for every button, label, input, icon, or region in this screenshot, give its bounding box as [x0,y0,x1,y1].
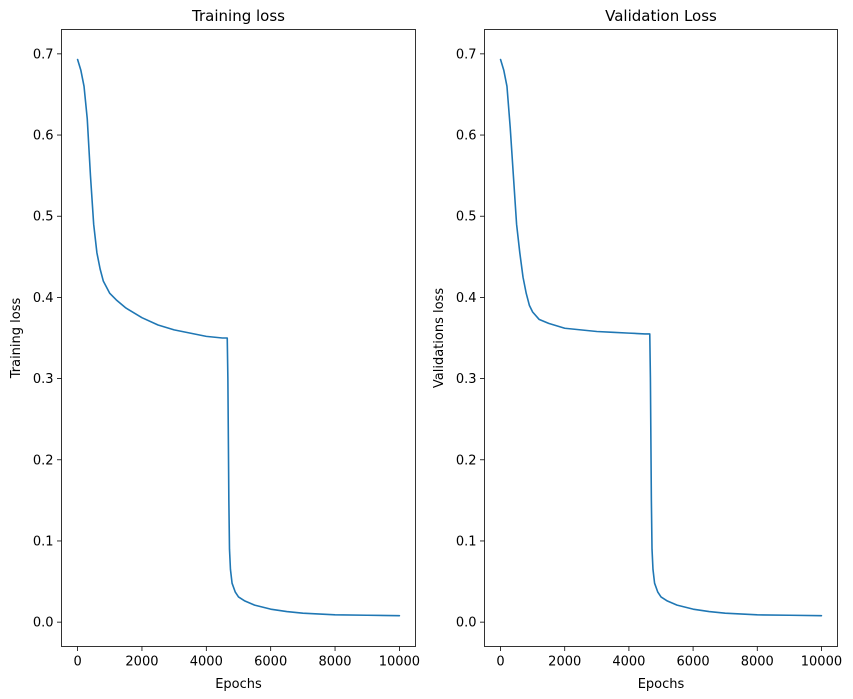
training-y-tick-label: 0.3 [33,372,54,387]
training-x-axis-label: Epochs [215,677,262,692]
validation-axes-frame [484,29,838,647]
training-loss-line [76,58,401,617]
validation-plot-area [499,58,823,617]
validation-x-tick-label: 4000 [612,655,645,670]
validation-x-tick-label: 10000 [801,655,842,670]
training-loss-chart: Training loss Epochs Training loss 0 2000… [9,7,420,692]
training-y-tick-label: 0.0 [33,616,54,631]
training-y-tick-label: 0.4 [33,291,54,306]
training-x-ticks: 0 2000 4000 6000 8000 10000 [73,646,420,670]
training-x-tick-label: 0 [73,655,81,670]
validation-y-tick-label: 0.3 [456,372,477,387]
training-x-tick-label: 4000 [190,655,223,670]
training-axes-frame [61,29,416,647]
training-y-axis-label: Training loss [9,298,24,380]
validation-y-axis-label: Validations loss [432,288,447,388]
validation-x-tick-label: 0 [496,655,504,670]
training-y-ticks: 0.0 0.1 0.2 0.3 0.4 0.5 0.6 0.7 [33,47,62,631]
validation-y-ticks: 0.0 0.1 0.2 0.3 0.4 0.5 0.6 0.7 [456,47,485,631]
validation-y-tick-label: 0.7 [456,47,477,62]
validation-y-tick-label: 0.4 [456,291,477,306]
validation-loss-line [499,58,823,617]
training-x-tick-label: 10000 [379,655,420,670]
validation-y-tick-label: 0.2 [456,453,477,468]
validation-x-axis-label: Epochs [638,677,685,692]
training-x-tick-label: 2000 [125,655,158,670]
training-x-tick-label: 8000 [318,655,351,670]
training-plot-area [76,58,401,617]
training-y-tick-label: 0.2 [33,453,54,468]
validation-x-ticks: 0 2000 4000 6000 8000 10000 [496,646,842,670]
training-y-tick-label: 0.1 [33,534,54,549]
training-x-tick-label: 6000 [254,655,287,670]
validation-y-tick-label: 0.5 [456,210,477,225]
validation-x-tick-label: 2000 [548,655,581,670]
training-y-tick-label: 0.6 [33,129,54,144]
validation-chart-title: Validation Loss [605,7,717,25]
validation-x-tick-label: 8000 [741,655,774,670]
validation-loss-chart: Validation Loss Epochs Validations loss … [432,7,842,692]
training-chart-title: Training loss [191,7,285,25]
training-y-tick-label: 0.5 [33,210,54,225]
validation-x-tick-label: 6000 [677,655,710,670]
training-y-tick-label: 0.7 [33,47,54,62]
validation-y-tick-label: 0.6 [456,129,477,144]
validation-y-tick-label: 0.1 [456,534,477,549]
validation-y-tick-label: 0.0 [456,616,477,631]
